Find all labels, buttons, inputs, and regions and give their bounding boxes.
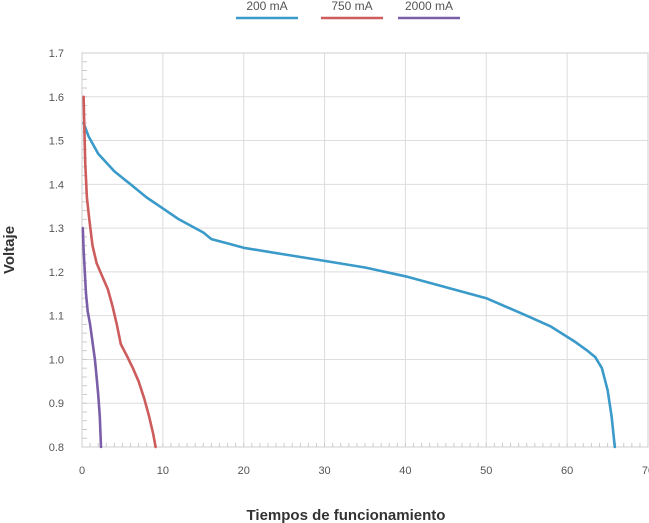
x-tick-label: 40: [399, 465, 411, 477]
x-tick-label: 50: [480, 465, 492, 477]
plot-frame: [81, 52, 649, 448]
x-tick-label: 20: [238, 465, 250, 477]
y-tick-label: 1.0: [49, 354, 64, 366]
x-axis-title: Tiempos de funcionamiento: [247, 507, 446, 523]
y-tick-label: 1.4: [49, 179, 64, 191]
x-tick-label: 70: [642, 465, 649, 477]
y-tick-label: 1.1: [49, 311, 64, 323]
y-axis-title: Voltaje: [1, 226, 18, 274]
y-tick-label: 1.6: [49, 92, 64, 104]
x-tick-label: 10: [157, 465, 169, 477]
legend-label: 750 mA: [331, 0, 372, 13]
legend-label: 2000 mA: [405, 0, 453, 13]
y-tick-label: 0.9: [49, 398, 64, 410]
legend: 200 mA 750 mA 2000 mA: [236, 0, 460, 20]
x-tick-label: 60: [561, 465, 573, 477]
series-layer: [81, 95, 617, 449]
x-tick-label: 0: [79, 465, 85, 477]
y-tick-label: 1.2: [49, 267, 64, 279]
y-tick-label: 0.8: [49, 442, 64, 454]
series-line: [81, 226, 103, 449]
grid: [81, 52, 649, 448]
x-tick-label: 30: [318, 465, 330, 477]
series-line: [82, 121, 617, 449]
legend-label: 200 mA: [246, 0, 287, 13]
y-tick-label: 1.7: [49, 48, 64, 60]
y-tick-label: 1.3: [49, 223, 64, 235]
y-tick-label: 1.5: [49, 136, 64, 148]
series-line: [82, 95, 157, 449]
ticks: 0 10 20 30 40 50 60 70 1.7 1.6 1.5 1.4 1.3 1.2 1.1 1.0 0…: [49, 48, 649, 477]
